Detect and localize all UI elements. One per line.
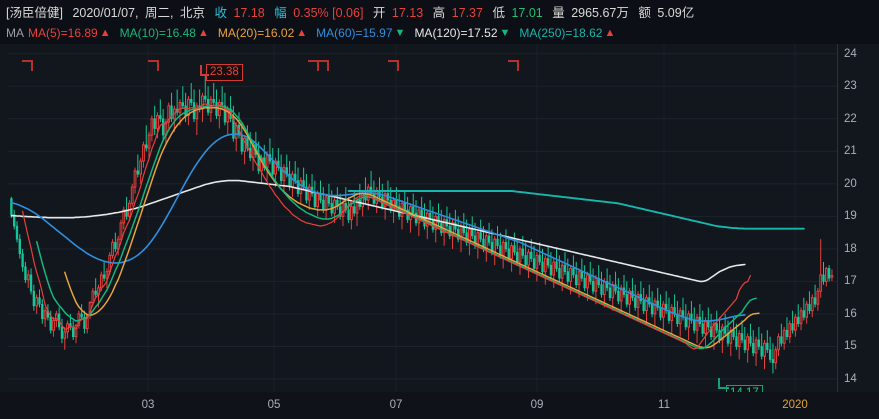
x-axis-tick-2020: 2020 — [782, 399, 808, 411]
close-label: 收 — [214, 5, 227, 20]
ma-legend-label: MA(5)=16.89 — [28, 26, 98, 41]
high-value: 17.37 — [451, 5, 483, 20]
high-price-marker: 23.38 — [206, 64, 243, 81]
ma-line-ma60 — [10, 133, 746, 322]
candlestick-svg — [8, 44, 837, 392]
ma-legend-item-6[interactable]: MA(250)=18.62 ▲ — [519, 26, 616, 41]
change-pct-value: 0.35% — [293, 5, 329, 20]
x-grid-lines — [147, 44, 796, 392]
ma-legend-row: MA MA(5)=16.89 ▲ MA(10)=16.48 ▲ MA(20)=16.02 ▲… — [6, 25, 624, 41]
high-marker-connector — [200, 65, 209, 76]
change-pct-label: 幅 — [274, 5, 287, 20]
x-axis-tick-03: 03 — [141, 399, 155, 411]
price-plot[interactable] — [8, 44, 837, 392]
annotation-flag-icon[interactable] — [318, 60, 329, 71]
x-axis-tick-09: 09 — [530, 399, 544, 411]
ma-line-ma250 — [347, 190, 805, 230]
y-axis: 24 23 22 21 20 19 18 17 16 15 14 — [837, 44, 879, 392]
y-axis-tick-24: 24 — [844, 47, 857, 60]
low-label: 低 — [492, 5, 505, 20]
y-axis-tick-15: 15 — [844, 340, 857, 353]
stock-name[interactable]: [汤臣倍健] — [6, 5, 63, 20]
open-label: 开 — [372, 5, 386, 20]
annotation-flag-icon[interactable] — [22, 60, 33, 71]
close-value: 17.18 — [233, 5, 265, 20]
amount-value: 5.09亿 — [657, 5, 695, 20]
quote-exchange: 北京 — [179, 5, 205, 20]
ma-legend-item-1[interactable]: MA(5)=16.89 ▲ — [28, 26, 111, 41]
ma-legend-label: MA(10)=16.48 — [119, 26, 196, 41]
annotation-flag-icon[interactable] — [508, 60, 519, 71]
arrow-up-icon: ▲ — [296, 27, 308, 40]
ma-line-ma20 — [64, 106, 760, 349]
ma-legend-label: MA(60)=15.97 — [316, 26, 393, 41]
annotation-flag-icon[interactable] — [388, 60, 399, 71]
volume-label: 量 — [552, 5, 565, 20]
low-value: 17.01 — [511, 5, 543, 20]
ma-legend-item-2[interactable]: MA(10)=16.48 ▲ — [119, 26, 209, 41]
y-axis-tick-23: 23 — [844, 80, 857, 93]
arrow-up-icon: ▲ — [99, 27, 111, 40]
ma-legend-label: MA(20)=16.02 — [217, 26, 295, 41]
arrow-down-icon: ▼ — [499, 27, 511, 40]
ma-legend-label: MA(120)=17.52 — [414, 26, 498, 41]
quote-date: 2020/01/07, — [72, 5, 139, 20]
y-axis-tick-22: 22 — [844, 112, 857, 125]
y-axis-tick-18: 18 — [844, 242, 857, 255]
y-axis-line — [837, 44, 838, 392]
arrow-up-icon: ▲ — [197, 27, 209, 40]
volume-value: 2965.67万 — [571, 5, 629, 20]
quote-summary-row: [汤臣倍健] 2020/01/07, 周二, 北京 收 17.18 幅 0.35… — [6, 5, 694, 20]
y-axis-tick-21: 21 — [844, 145, 857, 158]
y-axis-tick-17: 17 — [844, 275, 857, 288]
y-axis-tick-14: 14 — [844, 372, 857, 385]
ma-legend-item-4[interactable]: MA(60)=15.97 ▼ — [316, 26, 406, 41]
x-axis-tick-07: 07 — [389, 399, 403, 411]
y-axis-tick-16: 16 — [844, 307, 857, 320]
annotation-flag-icon[interactable] — [308, 60, 319, 71]
change-abs-value: [0.06] — [332, 5, 364, 20]
annotation-flag-icon[interactable] — [148, 60, 159, 71]
chart-canvas-area[interactable]: 23.38 14.17 — [0, 44, 879, 419]
ma-line-ma5 — [22, 103, 752, 350]
x-axis-tick-05: 05 — [267, 399, 281, 411]
chart-header: [汤臣倍健] 2020/01/07, 周二, 北京 收 17.18 幅 0.35… — [0, 0, 879, 44]
y-axis-tick-19: 19 — [844, 210, 857, 223]
quote-weekday: 周二, — [144, 5, 174, 20]
open-value: 17.13 — [391, 5, 424, 20]
ma-legend-title: MA — [6, 25, 24, 40]
amount-label: 额 — [638, 5, 651, 20]
x-axis: 03 05 07 09 11 2020 — [0, 392, 879, 419]
x-axis-tick-11: 11 — [658, 399, 670, 411]
high-label: 高 — [432, 5, 446, 20]
y-axis-tick-20: 20 — [844, 177, 857, 190]
ma-legend-item-3[interactable]: MA(20)=16.02 ▲ — [217, 26, 308, 41]
low-marker-connector — [718, 378, 729, 389]
arrow-down-icon: ▼ — [394, 27, 406, 40]
ma-legend-item-5[interactable]: MA(120)=17.52 ▼ — [414, 26, 511, 41]
ma-legend-label: MA(250)=18.62 — [519, 26, 603, 41]
arrow-up-icon: ▲ — [604, 27, 616, 40]
